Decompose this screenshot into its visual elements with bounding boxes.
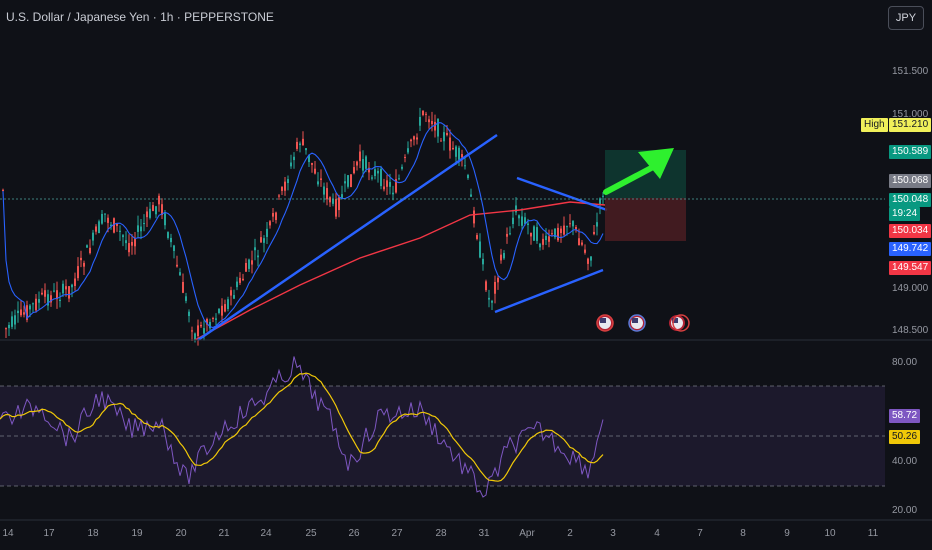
rsi-ma-line <box>0 372 604 482</box>
ma-blue-tag: 149.742 <box>889 242 932 256</box>
rsi-value-tag: 58.72 <box>889 409 921 423</box>
price-tick: 148.500 <box>892 325 929 336</box>
price-tick: 151.500 <box>892 66 929 77</box>
time-tick: 3 <box>610 528 616 539</box>
stop-zone <box>605 198 686 241</box>
rsi-line <box>0 356 604 498</box>
triangle-upper-line <box>516 176 608 212</box>
time-tick: 2 <box>567 528 573 539</box>
time-tick: 7 <box>697 528 703 539</box>
symbol-title[interactable]: U.S. Dollar / Japanese Yen · 1h · PEPPER… <box>6 10 274 24</box>
time-tick: 31 <box>478 528 490 539</box>
time-tick: 17 <box>43 528 55 539</box>
time-tick: 11 <box>867 528 879 539</box>
high-label: High <box>861 118 888 132</box>
time-tick: 28 <box>435 528 447 539</box>
price-tick: 149.000 <box>892 283 929 294</box>
rsi-ma-value-tag: 50.26 <box>889 430 921 444</box>
us-flag-icon <box>628 314 646 332</box>
time-tick: 10 <box>824 528 836 539</box>
rsi-tick: 40.00 <box>892 456 918 467</box>
ascending-trendline <box>197 133 498 342</box>
ma-50-line <box>2 122 604 329</box>
rsi-tick: 80.00 <box>892 357 918 368</box>
candlestick-series <box>2 107 604 346</box>
current-price-tag: 150.048 <box>889 193 932 207</box>
time-tick: 19 <box>131 528 143 539</box>
currency-button[interactable]: JPY <box>888 6 924 30</box>
us-flag-icon <box>669 314 690 332</box>
time-tick: 20 <box>175 528 187 539</box>
time-tick: 25 <box>305 528 317 539</box>
price-tick: 151.000 <box>892 109 929 120</box>
triangle-lower-line <box>494 268 604 314</box>
rsi-tick: 20.00 <box>892 505 918 516</box>
us-flag-icon <box>596 314 614 332</box>
time-tick: 27 <box>391 528 403 539</box>
time-tick: 18 <box>87 528 99 539</box>
time-tick: 4 <box>654 528 660 539</box>
target-price-tag: 150.589 <box>889 145 932 159</box>
last-price-tag: 150.068 <box>889 174 932 188</box>
time-tick: 24 <box>260 528 272 539</box>
time-tick: Apr <box>519 528 535 539</box>
time-tick: 14 <box>2 528 14 539</box>
time-tick: 8 <box>740 528 746 539</box>
stop-price-tag: 150.034 <box>889 224 932 238</box>
high-value: 151.210 <box>889 118 932 132</box>
countdown-tag: 19:24 <box>889 207 921 221</box>
ma-red-tag: 149.547 <box>889 261 932 275</box>
time-tick: 26 <box>348 528 360 539</box>
ma-200-line <box>194 201 606 341</box>
bullish-arrow-icon <box>603 148 674 195</box>
time-tick: 9 <box>784 528 790 539</box>
time-tick: 21 <box>218 528 230 539</box>
